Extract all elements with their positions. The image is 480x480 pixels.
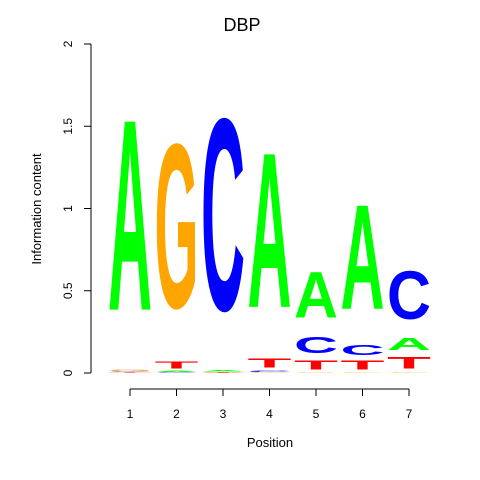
- x-axis: 1 2 3 4 5 6 7: [127, 388, 413, 421]
- logo-letter-g: G: [341, 372, 385, 373]
- logo-letter-t: T: [294, 358, 339, 372]
- logo-letter-t: T: [248, 356, 293, 371]
- logo-letter-a: A: [387, 334, 431, 354]
- logo-letter-g: G: [387, 372, 431, 373]
- x-tick-label: 5: [313, 407, 320, 421]
- x-axis-label: Position: [247, 435, 293, 450]
- logo-letter-c: C: [108, 371, 152, 372]
- x-tick-label: 6: [359, 407, 366, 421]
- logo-letter-a: A: [248, 108, 292, 355]
- logo-letter-a: A: [108, 63, 152, 368]
- logo-letter-t: T: [155, 359, 199, 371]
- logo-letter-t: T: [387, 354, 431, 372]
- x-tick-label: 2: [173, 407, 180, 421]
- logo-letter-c: C: [341, 342, 385, 358]
- y-axis-label: Information content: [29, 153, 44, 265]
- x-tick-label: 3: [220, 407, 227, 421]
- y-tick-label: 2: [61, 40, 75, 47]
- logo-letter-c: C: [155, 372, 199, 373]
- x-tick-label: 7: [406, 407, 413, 421]
- y-axis: 0 0.5 1 1.5 2: [61, 40, 92, 376]
- logo-letter-c: C: [387, 257, 431, 334]
- logo-letter-g: G: [248, 372, 292, 373]
- logo-letter-a: A: [294, 258, 338, 332]
- logo-letter-t: T: [108, 372, 152, 373]
- logo-letter-c: C: [201, 62, 245, 369]
- logo-letter-t: T: [341, 358, 386, 372]
- logo-letter-c: C: [248, 371, 292, 373]
- logo-letter-a: A: [155, 371, 199, 373]
- y-tick-label: 0: [61, 369, 75, 376]
- logo-letter-a: A: [341, 174, 385, 342]
- y-tick-label: 1: [61, 205, 75, 212]
- logo-letter-c: C: [294, 332, 338, 358]
- logo-letter-g: G: [201, 372, 245, 373]
- y-tick-label: 1.5: [61, 118, 75, 135]
- chart-title: DBP: [223, 15, 260, 35]
- logo-letter-g: G: [155, 96, 199, 359]
- logo-letter-g: G: [108, 370, 152, 372]
- logo-letter-a: A: [201, 370, 245, 372]
- logo-letter-g: G: [294, 372, 338, 373]
- x-tick-label: 1: [127, 407, 134, 421]
- y-tick-label: 0.5: [61, 282, 75, 299]
- x-tick-label: 4: [266, 407, 273, 421]
